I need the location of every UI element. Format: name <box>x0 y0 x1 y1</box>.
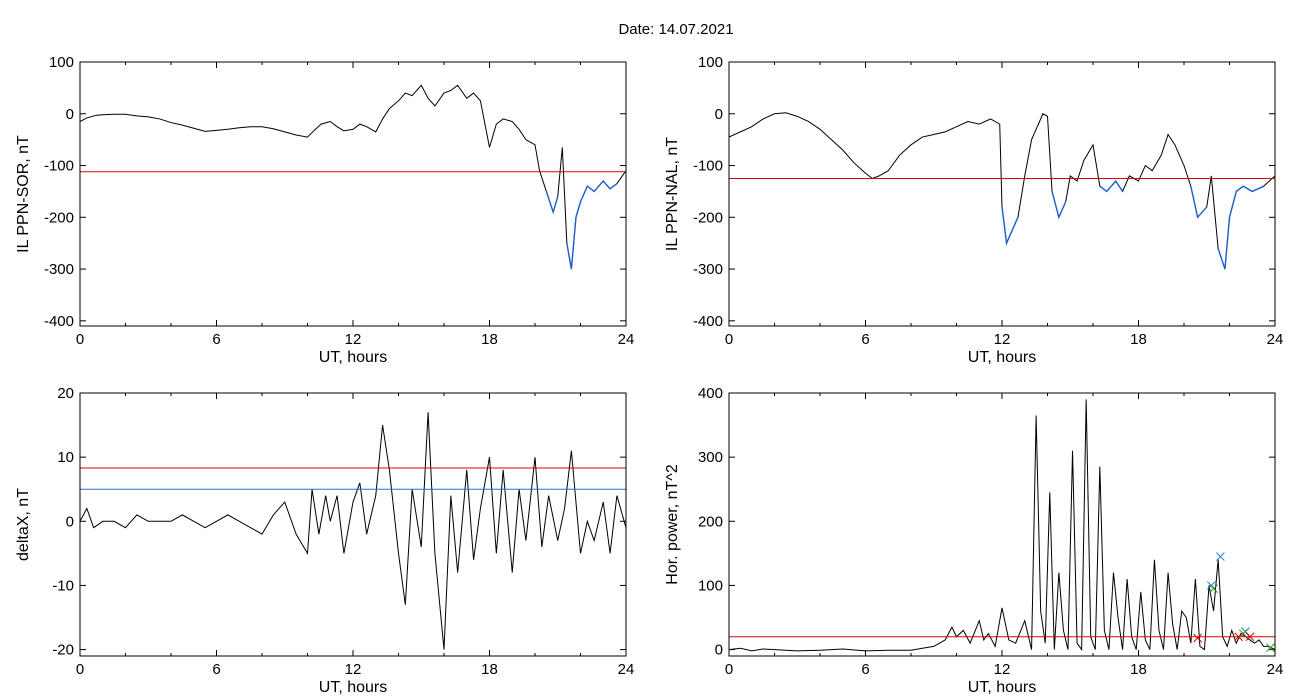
y-tick-label: 0 <box>66 513 74 530</box>
marker-stroke <box>1266 643 1275 653</box>
y-tick-label: -400 <box>44 313 74 330</box>
series-line <box>729 399 1275 652</box>
series-line <box>80 412 626 650</box>
y-tick-label: 100 <box>698 577 723 594</box>
x-axis-label: UT, hours <box>319 679 387 696</box>
x-tick-label: 18 <box>481 661 498 678</box>
series-below-threshold <box>1051 191 1067 220</box>
plot-frame <box>728 61 1276 327</box>
y-tick-label: 200 <box>698 513 723 530</box>
x-tick-label: 12 <box>345 331 362 348</box>
plot-area <box>80 412 626 650</box>
y-tick-label: -10 <box>52 577 74 594</box>
y-tick-label: -300 <box>693 261 723 278</box>
y-tick-label: -200 <box>693 209 723 226</box>
panel-deltax: 0 6 12 18 24 20 10 0 -10 -20 UT, hours deltaX, nT <box>15 385 634 696</box>
figure-title: Date: 14.07.2021 <box>618 21 733 38</box>
y-tick-label: -20 <box>52 642 74 659</box>
series-below-threshold <box>1099 179 1124 193</box>
x-tick-label: 24 <box>1267 661 1284 678</box>
x-tick-label: 0 <box>76 661 84 678</box>
y-axis-label: IL PPN-SOR, nT <box>15 135 32 253</box>
y-tick-label: 10 <box>57 449 74 466</box>
plot-area <box>80 84 626 270</box>
marker-stroke <box>1238 629 1248 638</box>
y-tick-label: -100 <box>693 158 723 175</box>
marker-stroke <box>1234 632 1243 642</box>
marker-x <box>1209 584 1218 593</box>
y-tick-label: 100 <box>49 54 74 71</box>
x-tick-label: 18 <box>1130 661 1147 678</box>
y-axis-label: deltaX, nT <box>15 488 32 561</box>
x-tick-label: 18 <box>1130 331 1147 348</box>
x-tick-label: 24 <box>618 661 635 678</box>
marker-stroke <box>1209 584 1218 593</box>
x-axis-label: UT, hours <box>968 679 1036 696</box>
x-tick-label: 0 <box>725 661 733 678</box>
marker-stroke <box>1245 632 1255 642</box>
marker-x <box>1245 632 1255 642</box>
panel-hor-power: 0 6 12 18 24 400 300 200 100 0 UT, hours Hor. power… <box>664 385 1283 696</box>
marker-x <box>1193 633 1203 643</box>
x-axis-label: UT, hours <box>319 349 387 366</box>
y-tick-label: 20 <box>57 385 74 402</box>
y-tick-label: 0 <box>66 106 74 123</box>
x-tick-label: 18 <box>481 331 498 348</box>
y-tick-label: -200 <box>44 209 74 226</box>
y-tick-label: 0 <box>715 106 723 123</box>
plot-frame <box>79 61 627 327</box>
series-below-threshold <box>1217 185 1264 270</box>
series-below-threshold <box>1001 206 1019 246</box>
y-tick-label: -400 <box>693 313 723 330</box>
y-tick-label: 300 <box>698 449 723 466</box>
x-tick-label: 0 <box>725 331 733 348</box>
x-tick-label: 24 <box>618 331 635 348</box>
y-axis-label: IL PPN-NAL, nT <box>664 137 681 251</box>
plot-frame <box>79 392 627 657</box>
x-tick-label: 6 <box>212 661 220 678</box>
series-below-threshold <box>1190 186 1208 219</box>
series-below-threshold <box>566 179 618 270</box>
x-axis-label: UT, hours <box>968 349 1036 366</box>
series-line <box>80 84 626 270</box>
plot-frame <box>728 392 1276 657</box>
panel-il-ppn-nal: 0 6 12 18 24 100 0 -100 -200 -300 -400 UT, hours IL … <box>664 54 1283 366</box>
marker-x <box>1266 643 1275 653</box>
marker-stroke <box>1193 633 1203 643</box>
marker-stroke <box>1206 581 1216 590</box>
plot-area <box>729 112 1275 270</box>
plot-area <box>729 399 1275 653</box>
x-tick-label: 6 <box>861 331 869 348</box>
marker-stroke <box>1216 552 1225 561</box>
y-tick-label: 100 <box>698 54 723 71</box>
y-tick-label: 0 <box>715 642 723 659</box>
x-tick-label: 0 <box>76 331 84 348</box>
x-tick-label: 12 <box>994 331 1011 348</box>
marker-x <box>1234 632 1243 642</box>
marker-x <box>1216 552 1225 561</box>
x-tick-label: 24 <box>1267 331 1284 348</box>
x-tick-label: 12 <box>345 661 362 678</box>
x-tick-label: 12 <box>994 661 1011 678</box>
series-below-threshold <box>545 191 559 215</box>
panel-il-ppn-sor: 0 6 12 18 24 100 0 -100 -200 -300 -400 UT, hours IL … <box>15 54 634 366</box>
y-tick-label: -100 <box>44 158 74 175</box>
marker-x <box>1238 629 1248 638</box>
series-line <box>729 112 1275 270</box>
x-tick-label: 6 <box>861 661 869 678</box>
y-axis-label: Hor. power, nT^2 <box>664 464 681 585</box>
y-tick-label: -300 <box>44 261 74 278</box>
y-tick-label: 400 <box>698 385 723 402</box>
x-tick-label: 6 <box>212 331 220 348</box>
